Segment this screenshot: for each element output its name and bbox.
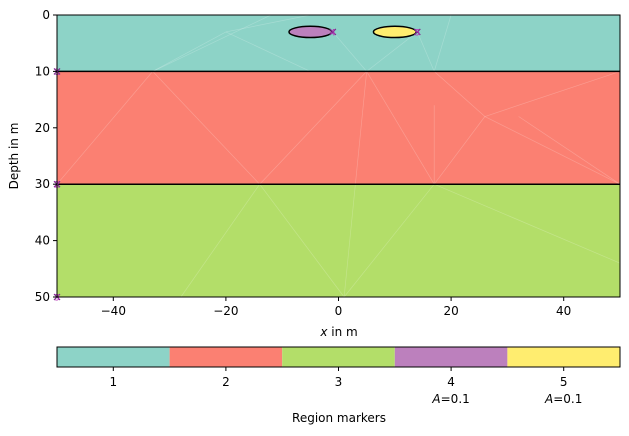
mesh-line	[434, 183, 621, 264]
mesh-line	[152, 71, 260, 185]
mesh-line	[366, 71, 435, 185]
y-tick-label: 0	[42, 8, 50, 22]
x-axis-label-variable: x	[319, 325, 328, 339]
mesh-line	[484, 116, 621, 185]
region-4-inclusion	[288, 25, 333, 39]
colorbar-tick-label: 3	[335, 375, 343, 389]
colorbar-tick-sublabel: A=0.1	[544, 392, 582, 406]
y-tick-label: 20	[35, 121, 50, 135]
mesh-line	[225, 14, 311, 33]
mesh-line	[484, 71, 621, 117]
mesh-line	[332, 31, 367, 72]
mesh-line	[152, 31, 227, 72]
x-tick-label: −40	[101, 304, 126, 318]
colorbar-tick-label: 2	[222, 375, 230, 389]
x-tick-label: −20	[213, 304, 238, 318]
colorbar-segment	[57, 347, 170, 367]
y-tick-label: 30	[35, 177, 50, 191]
mesh-line	[180, 183, 260, 298]
mesh-line	[416, 31, 435, 72]
region-3-layer	[57, 184, 620, 297]
x-tick-label: 20	[443, 304, 458, 318]
colorbar-tick-label: 4	[447, 375, 455, 389]
y-tick-label: 40	[35, 234, 50, 248]
colorbar-tick-label: 5	[560, 375, 568, 389]
x-axis-label: x in m	[319, 325, 357, 339]
region-5-inclusion	[372, 25, 417, 39]
colorbar-label: Region markers	[292, 411, 386, 425]
x-axis: −40 −20 0 20 40	[101, 297, 571, 318]
colorbar-segment	[169, 347, 283, 367]
mesh-line	[433, 116, 486, 185]
colorbar-segment	[282, 347, 395, 367]
region-2-layer	[57, 71, 620, 185]
region-marker-label: 4	[330, 28, 336, 38]
colorbar-tick-label: 1	[109, 375, 117, 389]
region-1-layer	[57, 15, 620, 72]
marker-cross	[413, 28, 421, 36]
colorbar-segment	[507, 347, 620, 367]
mesh-line	[259, 183, 345, 298]
mesh-line	[225, 31, 311, 72]
mesh-line	[518, 116, 621, 185]
colorbar: 1 2 3 4 A=0.1 5 A=0.1	[56, 346, 621, 406]
region-marker-label: 5	[414, 28, 420, 38]
x-axis-label-unit: in m	[327, 325, 357, 339]
y-tick-label: 10	[35, 64, 50, 78]
y-axis-label: Depth in m	[7, 123, 21, 190]
mesh-line	[152, 14, 272, 72]
mesh-line	[366, 31, 418, 72]
colorbar-frame	[56, 346, 621, 368]
x-tick-label: 40	[556, 304, 571, 318]
colorbar-tick-sublabel: A=0.1	[431, 392, 469, 406]
region-marker-5: 5	[413, 28, 421, 38]
y-axis: 0 10 20 30 40 50	[35, 8, 57, 304]
y-tick-label: 50	[35, 290, 50, 304]
mesh-line	[259, 71, 367, 185]
region-marker-label: 3	[54, 294, 60, 304]
marker-cross	[329, 28, 337, 36]
mesh-line	[433, 14, 452, 72]
mesh-line	[56, 71, 153, 185]
mesh-line	[433, 71, 486, 117]
x-tick-label: 0	[335, 304, 343, 318]
colorbar-segment	[394, 347, 508, 367]
mesh-line	[343, 183, 435, 298]
region-marker-4: 4	[329, 28, 337, 38]
